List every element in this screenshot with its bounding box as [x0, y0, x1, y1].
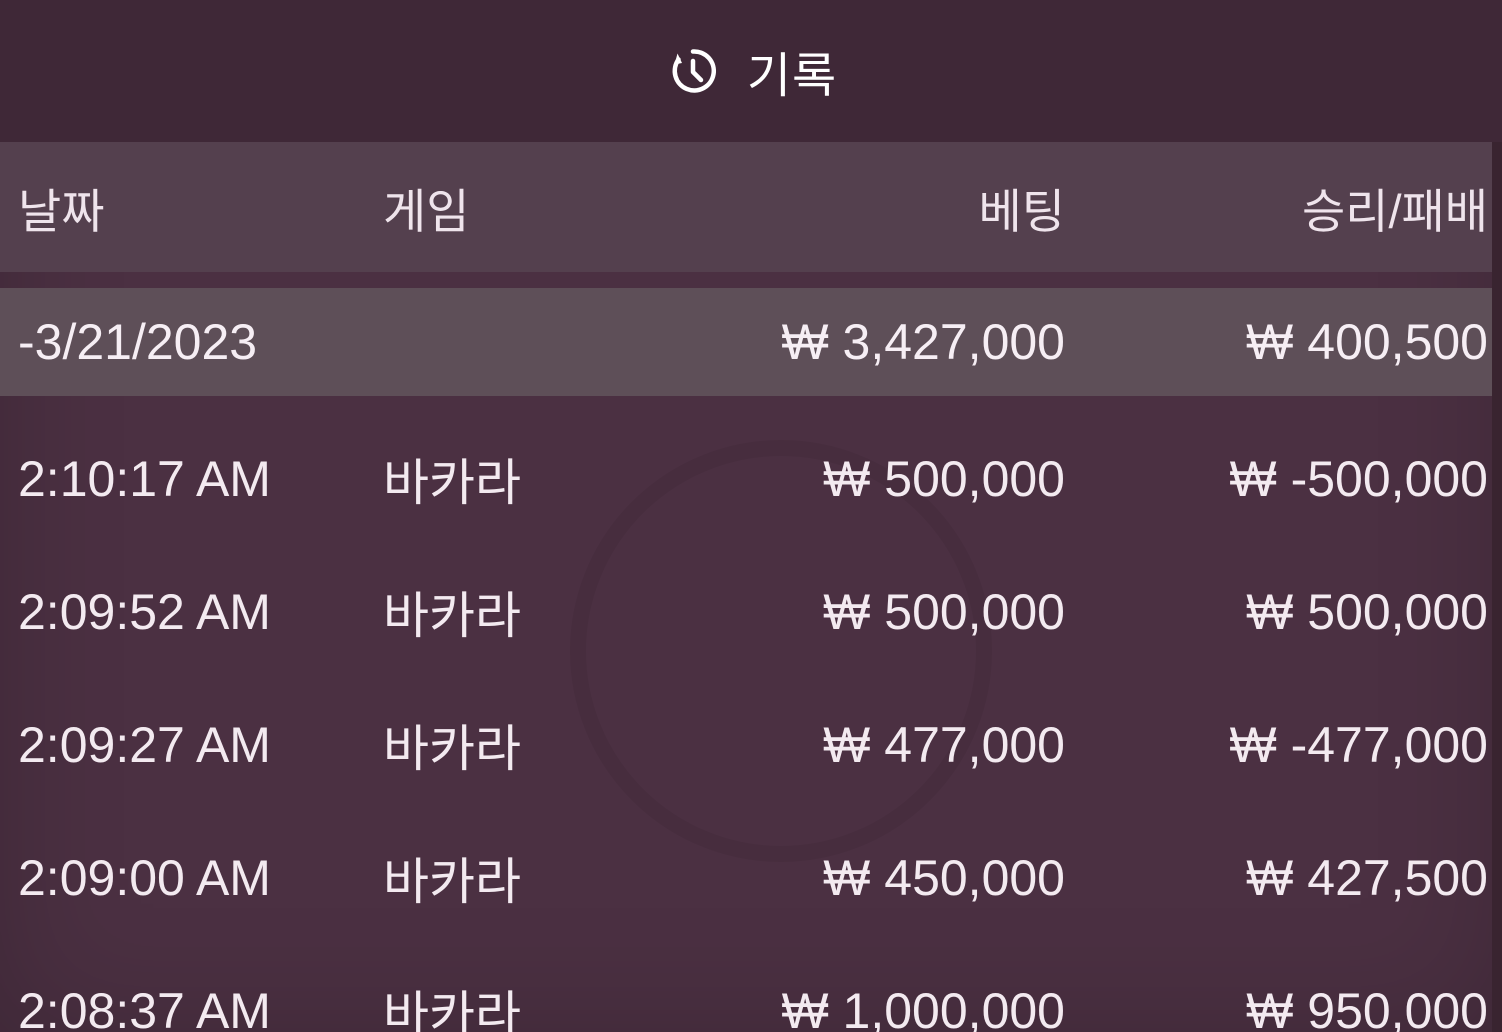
- row-game: 바카라: [383, 587, 521, 644]
- row-winloss: ₩ -477,000: [1229, 716, 1488, 773]
- table-header: 날짜 게임 베팅 승리/패배: [0, 142, 1502, 272]
- row-winloss: ₩ 427,500: [1246, 849, 1488, 906]
- group-date[interactable]: -3/21/2023: [18, 314, 258, 370]
- table-row[interactable]: 2:09:00 AM 바카라 ₩ 450,000 ₩ 427,500: [0, 811, 1502, 944]
- column-header-winloss: 승리/패배: [1301, 184, 1488, 238]
- titlebar: 기록: [0, 0, 1502, 142]
- row-winloss: ₩ 500,000: [1246, 583, 1488, 640]
- row-bet: ₩ 500,000: [823, 583, 1065, 640]
- row-game: 바카라: [383, 986, 521, 1032]
- column-header-bet: 베팅: [978, 184, 1065, 238]
- row-winloss: ₩ 950,000: [1246, 982, 1488, 1032]
- row-time: 2:09:00 AM: [18, 849, 271, 906]
- row-game: 바카라: [383, 853, 521, 910]
- row-bet: ₩ 477,000: [823, 716, 1065, 773]
- table-row[interactable]: 2:09:27 AM 바카라 ₩ 477,000 ₩ -477,000: [0, 678, 1502, 811]
- page-title: 기록: [746, 50, 838, 103]
- row-time: 2:09:52 AM: [18, 583, 271, 640]
- table-row[interactable]: 2:10:17 AM 바카라 ₩ 500,000 ₩ -500,000: [0, 412, 1502, 545]
- row-game: 바카라: [383, 720, 521, 777]
- group-bet-total: ₩ 3,427,000: [781, 314, 1065, 370]
- history-icon: [665, 43, 721, 99]
- row-time: 2:09:27 AM: [18, 716, 271, 773]
- row-time: 2:08:37 AM: [18, 982, 271, 1032]
- row-game: 바카라: [383, 454, 521, 511]
- column-header-date: 날짜: [18, 184, 105, 238]
- row-time: 2:10:17 AM: [18, 450, 271, 507]
- column-header-game: 게임: [383, 184, 470, 238]
- row-bet: ₩ 1,000,000: [781, 982, 1065, 1032]
- history-rows: 2:10:17 AM 바카라 ₩ 500,000 ₩ -500,000 2:09…: [0, 412, 1502, 1032]
- row-bet: ₩ 450,000: [823, 849, 1065, 906]
- table-row[interactable]: 2:09:52 AM 바카라 ₩ 500,000 ₩ 500,000: [0, 545, 1502, 678]
- table-row[interactable]: 2:08:37 AM 바카라 ₩ 1,000,000 ₩ 950,000: [0, 944, 1502, 1032]
- row-winloss: ₩ -500,000: [1229, 450, 1488, 507]
- group-winloss-total: ₩ 400,500: [1246, 314, 1488, 370]
- date-group-row[interactable]: -3/21/2023 ₩ 3,427,000 ₩ 400,500: [0, 288, 1502, 396]
- row-bet: ₩ 500,000: [823, 450, 1065, 507]
